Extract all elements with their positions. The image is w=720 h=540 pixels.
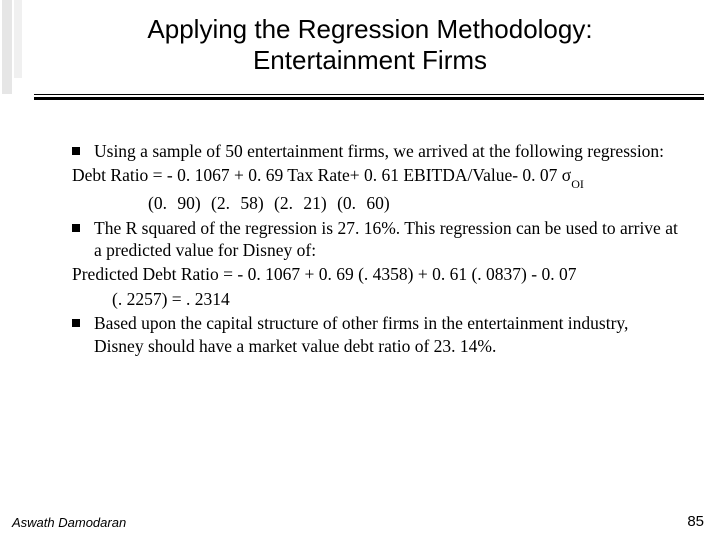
footer-author: Aswath Damodaran <box>12 515 126 530</box>
accent-bar-1 <box>2 0 12 94</box>
title-line-1: Applying the Regression Methodology: <box>100 14 640 45</box>
page-number: 85 <box>687 513 704 530</box>
rule-thick <box>34 97 704 100</box>
equation-2-line-1-text: Predicted Debt Ratio = - 0. 1067 + 0. 69… <box>72 264 576 284</box>
t-stats-text: (0. 90) (2. 58) (2. 21) (0. 60) <box>148 193 390 213</box>
t-statistics: (0. 90) (2. 58) (2. 21) (0. 60) <box>72 192 682 214</box>
bullet-3: Based upon the capital structure of othe… <box>72 312 682 357</box>
bullet-1: Using a sample of 50 entertainment firms… <box>72 140 682 162</box>
slide-title: Applying the Regression Methodology: Ent… <box>100 14 640 75</box>
equation-2-line-1: Predicted Debt Ratio = - 0. 1067 + 0. 69… <box>72 263 682 285</box>
rule-thin <box>34 94 704 95</box>
accent-bar-2 <box>14 0 22 78</box>
slide: Applying the Regression Methodology: Ent… <box>0 0 720 540</box>
equation-2-line-2-text: (. 2257) = . 2314 <box>112 289 230 309</box>
equation-1-prefix: Debt Ratio = - 0. 1067 + 0. 69 Tax Rate+… <box>72 165 562 185</box>
title-rule <box>34 94 704 100</box>
left-accent <box>0 0 26 540</box>
bullet-3-text: Based upon the capital structure of othe… <box>94 313 628 355</box>
sigma-symbol: σ <box>562 165 571 185</box>
title-line-2: Entertainment Firms <box>100 45 640 76</box>
bullet-1-text: Using a sample of 50 entertainment firms… <box>94 141 664 161</box>
equation-2-line-2: (. 2257) = . 2314 <box>72 288 682 310</box>
body: Using a sample of 50 entertainment firms… <box>72 140 682 359</box>
equation-1: Debt Ratio = - 0. 1067 + 0. 69 Tax Rate+… <box>72 164 682 190</box>
sigma-subscript: OI <box>571 177 584 191</box>
bullet-2: The R squared of the regression is 27. 1… <box>72 217 682 262</box>
bullet-2-text: The R squared of the regression is 27. 1… <box>94 218 678 260</box>
